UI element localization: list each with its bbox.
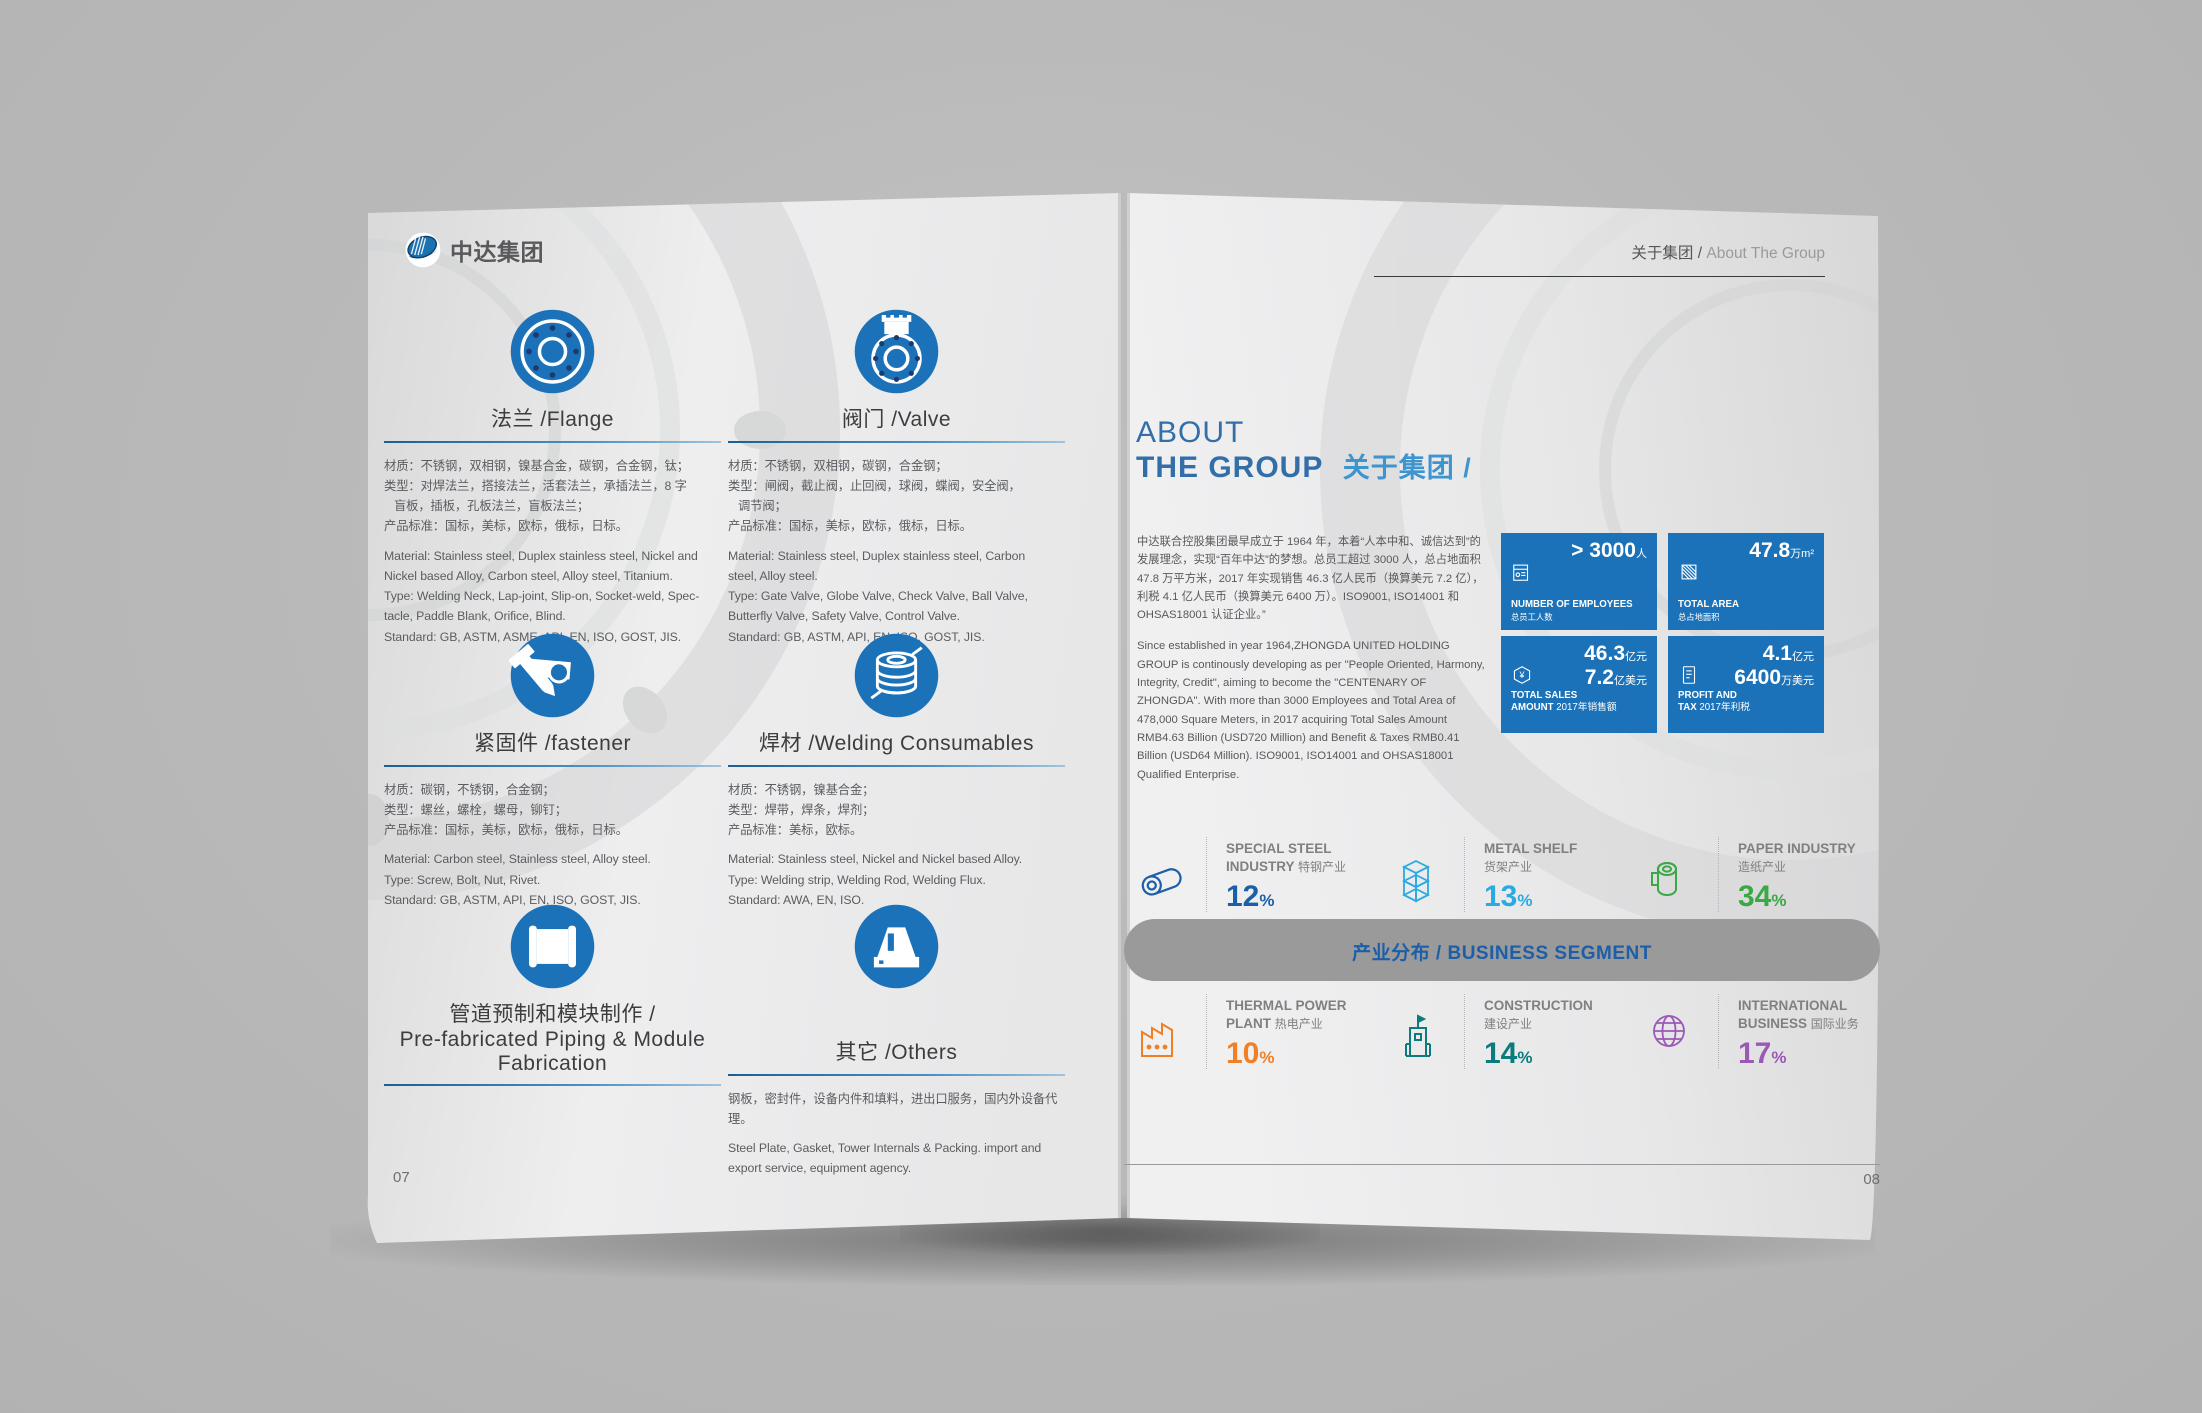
svg-text:¥: ¥ bbox=[1519, 670, 1525, 680]
